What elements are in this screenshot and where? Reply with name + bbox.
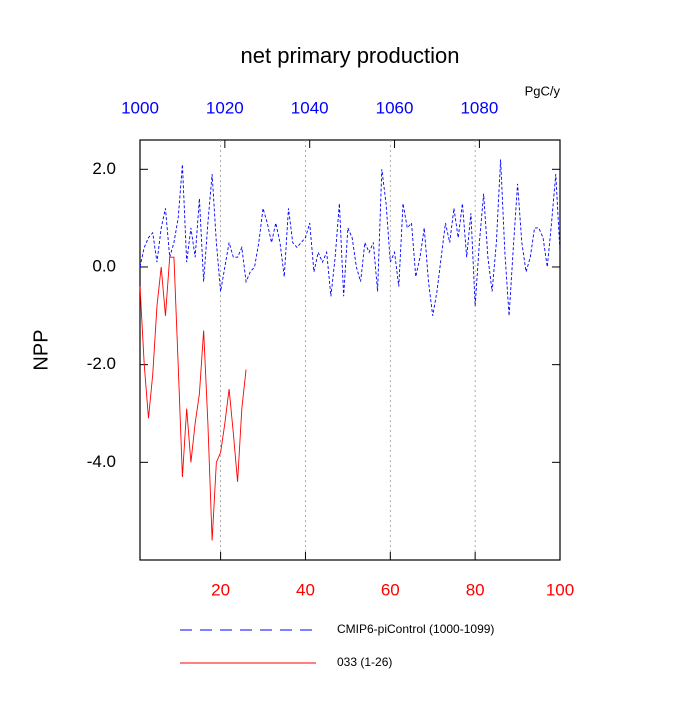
chart-title: net primary production — [241, 43, 460, 68]
x2-tick-label: 1020 — [206, 98, 244, 117]
y-tick-label: -4.0 — [87, 452, 116, 471]
x-tick-label: 60 — [381, 580, 400, 599]
y-tick-label: -2.0 — [87, 354, 116, 373]
y-axis-label: NPP — [30, 329, 52, 370]
x2-tick-label: 1040 — [291, 98, 329, 117]
x-tick-label: 40 — [296, 580, 315, 599]
x2-tick-label: 1080 — [460, 98, 498, 117]
legend-label: CMIP6-piControl (1000-1099) — [337, 622, 494, 636]
x2-tick-label: 1060 — [376, 98, 414, 117]
y-tick-label: 0.0 — [92, 256, 116, 275]
plot-frame — [139, 139, 561, 561]
y-tick-label: 2.0 — [92, 159, 116, 178]
x-tick-label: 80 — [466, 580, 485, 599]
x-tick-label: 100 — [546, 580, 574, 599]
legend-label: 033 (1-26) — [337, 655, 392, 669]
x2-tick-label: 1000 — [121, 98, 159, 117]
series-line — [139, 159, 561, 316]
x-tick-label: 20 — [211, 580, 230, 599]
units-label: PgC/y — [525, 83, 561, 98]
series-line — [139, 256, 247, 541]
